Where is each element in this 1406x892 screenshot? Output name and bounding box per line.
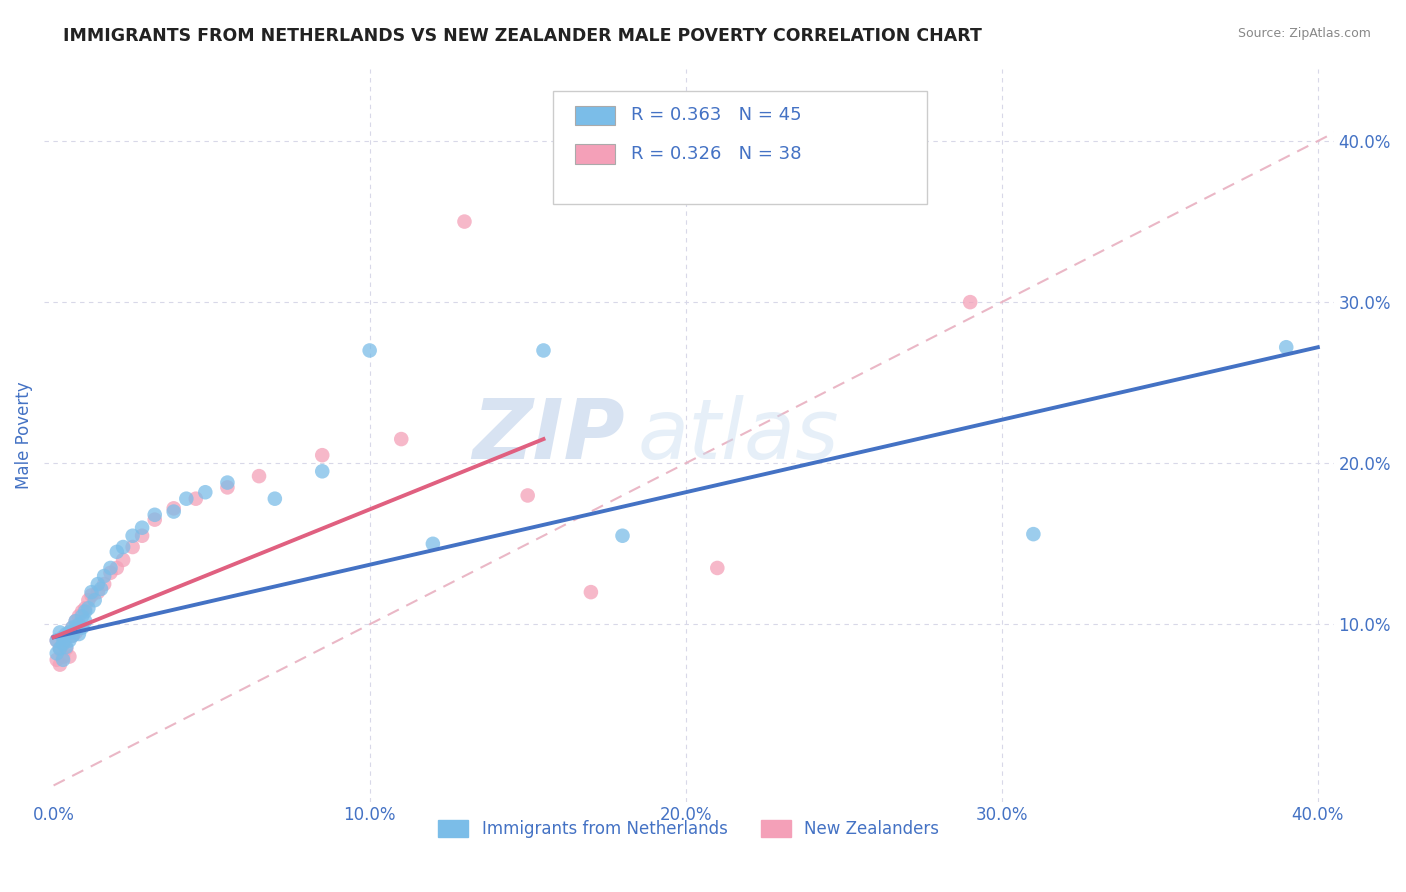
Bar [575, 145, 614, 164]
Point [83, 593, 105, 607]
Point [58, 625, 80, 640]
Point [77, 593, 100, 607]
Point [75, 601, 97, 615]
Point [49, 641, 72, 656]
Point [112, 553, 135, 567]
Point [263, 491, 285, 506]
Point [49, 657, 72, 672]
Point [194, 485, 217, 500]
Point [58, 625, 80, 640]
Point [100, 566, 122, 580]
Point [52, 649, 75, 664]
Point [62, 621, 84, 635]
Point [65, 622, 87, 636]
Point [80, 588, 103, 602]
Point [311, 464, 333, 478]
Point [62, 629, 84, 643]
Point [45, 633, 67, 648]
Point [247, 469, 270, 483]
Point [1022, 527, 1045, 541]
Point [62, 629, 84, 643]
Point [55, 630, 77, 644]
Point [1275, 340, 1298, 354]
Point [579, 585, 602, 599]
Point [422, 537, 444, 551]
Point [706, 561, 728, 575]
FancyBboxPatch shape [554, 90, 928, 204]
Point [163, 501, 186, 516]
Point [143, 513, 166, 527]
Point [45, 646, 67, 660]
Point [67, 627, 90, 641]
Point [389, 432, 412, 446]
Point [52, 637, 75, 651]
Point [612, 529, 634, 543]
Point [70, 604, 93, 618]
Text: IMMIGRANTS FROM NETHERLANDS VS NEW ZEALANDER MALE POVERTY CORRELATION CHART: IMMIGRANTS FROM NETHERLANDS VS NEW ZEALA… [63, 27, 983, 45]
Point [70, 609, 93, 624]
Point [359, 343, 381, 358]
Point [52, 630, 75, 644]
Point [217, 475, 239, 490]
Point [453, 214, 475, 228]
Point [55, 641, 77, 656]
Point [49, 641, 72, 656]
Point [75, 614, 97, 628]
Point [55, 627, 77, 641]
Point [121, 529, 143, 543]
Text: R = 0.326   N = 38: R = 0.326 N = 38 [630, 145, 801, 163]
Text: atlas: atlas [637, 394, 839, 475]
Text: R = 0.363   N = 45: R = 0.363 N = 45 [630, 106, 801, 124]
Point [311, 448, 333, 462]
Point [217, 480, 239, 494]
Point [70, 621, 93, 635]
Point [105, 545, 128, 559]
Point [75, 604, 97, 618]
Point [143, 508, 166, 522]
Point [55, 640, 77, 654]
Point [516, 488, 538, 502]
Point [163, 505, 186, 519]
Point [184, 491, 207, 506]
Y-axis label: Male Poverty: Male Poverty [15, 381, 32, 489]
Point [52, 637, 75, 651]
Point [67, 609, 90, 624]
Point [533, 343, 555, 358]
Point [87, 577, 110, 591]
Point [62, 621, 84, 635]
Point [176, 491, 198, 506]
Point [45, 633, 67, 648]
Point [77, 601, 100, 615]
Point [52, 653, 75, 667]
Legend: Immigrants from Netherlands, New Zealanders: Immigrants from Netherlands, New Zealand… [432, 813, 946, 845]
Point [58, 649, 80, 664]
Point [131, 521, 153, 535]
Point [65, 614, 87, 628]
Text: Source: ZipAtlas.com: Source: ZipAtlas.com [1237, 27, 1371, 40]
Point [65, 614, 87, 628]
Point [105, 561, 128, 575]
Point [67, 617, 90, 632]
Bar [575, 105, 614, 125]
Point [959, 295, 981, 310]
Text: ZIP: ZIP [472, 394, 624, 475]
Point [65, 625, 87, 640]
Point [90, 582, 112, 596]
Point [87, 585, 110, 599]
Point [80, 585, 103, 599]
Point [93, 569, 115, 583]
Point [100, 561, 122, 575]
Point [112, 540, 135, 554]
Point [58, 633, 80, 648]
Point [121, 540, 143, 554]
Point [93, 577, 115, 591]
Point [131, 529, 153, 543]
Point [49, 625, 72, 640]
Point [45, 653, 67, 667]
